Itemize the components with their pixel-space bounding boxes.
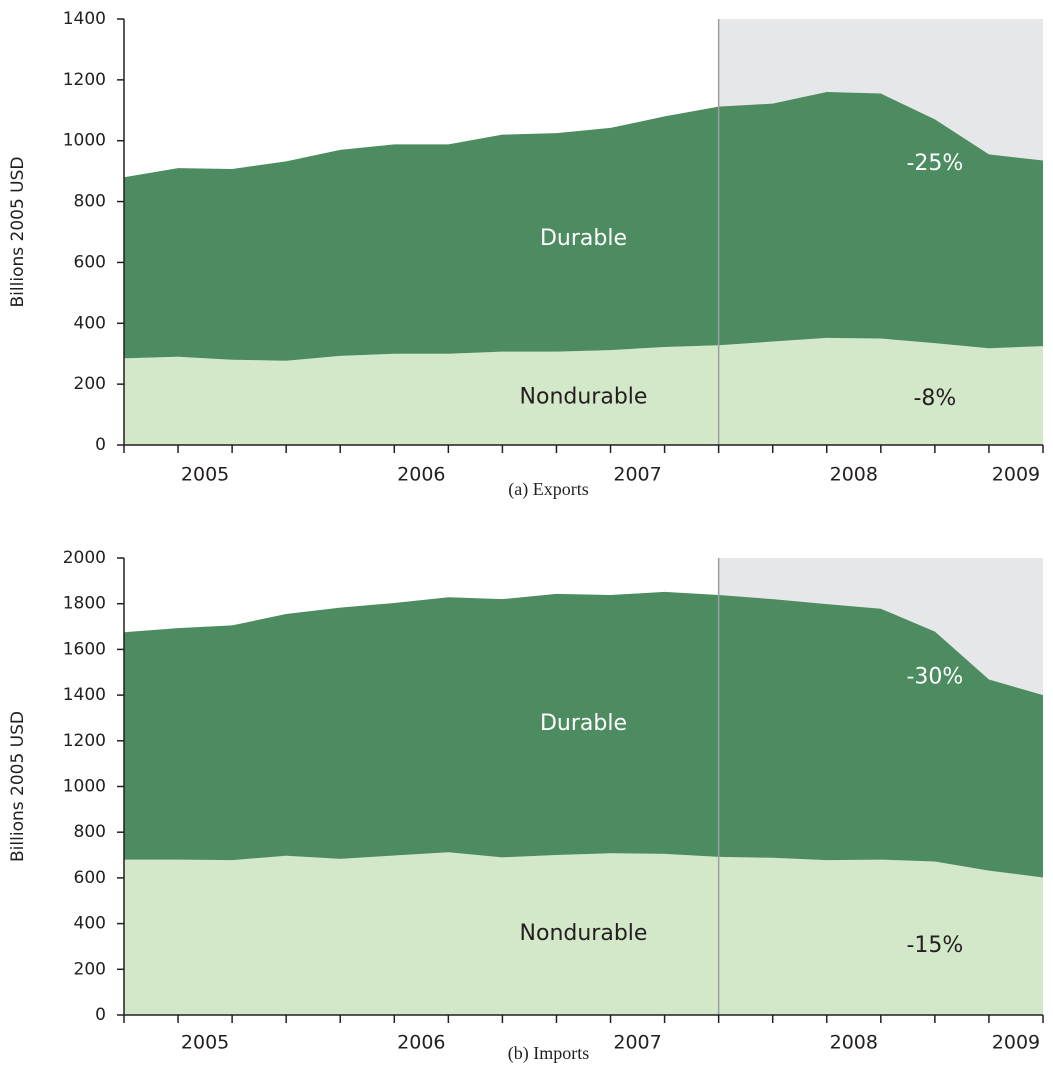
caption: (b) Imports <box>508 1043 589 1064</box>
y-tick-label: 1600 <box>63 639 106 659</box>
x-tick-label: 2008 <box>830 464 878 486</box>
y-tick-label: 1000 <box>63 131 106 151</box>
caption: (a) Exports <box>508 479 588 500</box>
y-tick-label: 1400 <box>63 9 106 29</box>
y-tick-label: 2000 <box>63 548 106 568</box>
series-label: Nondurable <box>520 385 648 410</box>
y-tick-label: 600 <box>74 252 106 272</box>
y-tick-label: 800 <box>74 192 106 212</box>
y-tick-label: 1800 <box>63 594 106 614</box>
series-label: Durable <box>540 226 627 251</box>
area <box>124 591 1043 878</box>
x-tick-label: 2009 <box>992 464 1040 486</box>
x-tick-label: 2007 <box>613 464 661 486</box>
y-tick-label: 1200 <box>63 731 106 751</box>
x-tick-label: 2006 <box>397 464 445 486</box>
x-tick-label: 2007 <box>613 1032 661 1054</box>
y-tick-label: 400 <box>74 914 106 934</box>
y-tick-label: 0 <box>95 1005 106 1025</box>
area <box>124 337 1043 445</box>
annotation: -30% <box>906 665 963 690</box>
y-tick-label: 400 <box>74 313 106 333</box>
annotation: -25% <box>906 151 963 176</box>
x-tick-label: 2009 <box>992 1032 1040 1054</box>
x-tick-label: 2005 <box>181 1032 229 1054</box>
y-tick-label: 200 <box>74 374 106 394</box>
x-tick-label: 2005 <box>181 464 229 486</box>
annotation: -8% <box>913 386 956 411</box>
y-tick-label: 1000 <box>63 777 106 797</box>
x-tick-label: 2006 <box>397 1032 445 1054</box>
y-tick-label: 200 <box>74 959 106 979</box>
y-tick-label: 0 <box>95 435 106 455</box>
area <box>124 92 1043 361</box>
y-tick-label: 1200 <box>63 70 106 90</box>
series-label: Nondurable <box>520 921 648 946</box>
x-tick-label: 2008 <box>830 1032 878 1054</box>
y-axis-label: Billions 2005 USD <box>8 157 28 308</box>
series-label: Durable <box>540 711 627 736</box>
annotation: -15% <box>906 933 963 958</box>
y-tick-label: 1400 <box>63 685 106 705</box>
area <box>124 852 1043 1015</box>
y-axis-label: Billions 2005 USD <box>8 711 28 862</box>
y-tick-label: 600 <box>74 868 106 888</box>
y-tick-label: 800 <box>74 822 106 842</box>
